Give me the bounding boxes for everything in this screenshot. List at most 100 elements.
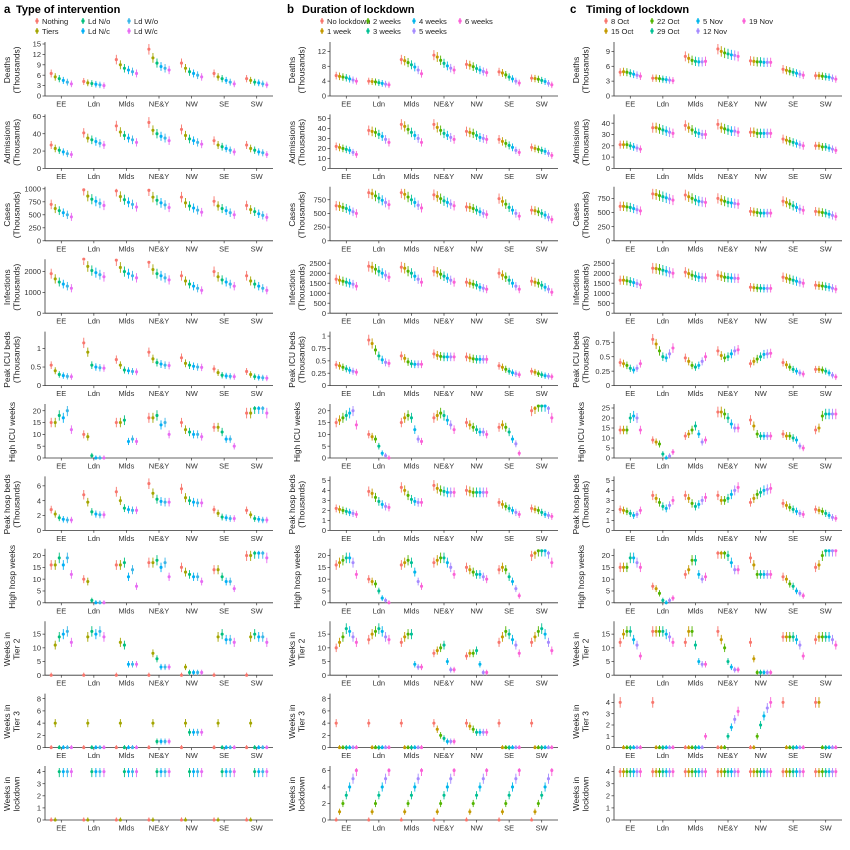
data-point bbox=[69, 746, 73, 750]
y-axis-label: Weeks inTier 2 bbox=[287, 632, 307, 667]
data-point bbox=[98, 366, 102, 370]
x-tick-label: EE bbox=[341, 751, 351, 760]
x-tick-label: Mlds bbox=[688, 679, 704, 688]
data-point bbox=[344, 147, 348, 151]
y-axis-label-line: (Thousands) bbox=[12, 481, 22, 528]
data-point bbox=[228, 770, 232, 774]
data-point bbox=[232, 150, 236, 154]
data-point bbox=[723, 275, 727, 279]
data-point bbox=[192, 730, 196, 734]
y-tick-label: 0 bbox=[37, 671, 41, 680]
data-point bbox=[435, 194, 439, 199]
data-point bbox=[151, 561, 155, 565]
data-point bbox=[452, 204, 456, 208]
data-point bbox=[657, 349, 662, 353]
legend-key-a-3 bbox=[81, 28, 85, 34]
data-point bbox=[449, 278, 453, 282]
data-point bbox=[114, 124, 118, 128]
panel-title-a: Type of intervention bbox=[16, 4, 121, 16]
legend-dot-b-4 bbox=[412, 19, 416, 23]
x-tick-label: NW bbox=[185, 534, 198, 543]
data-point bbox=[788, 139, 792, 143]
data-point bbox=[367, 79, 371, 83]
data-point bbox=[449, 355, 453, 359]
x-tick-label: Mlds bbox=[404, 244, 420, 253]
data-point bbox=[500, 71, 504, 75]
data-point bbox=[748, 746, 753, 750]
data-point bbox=[445, 659, 449, 664]
legend-key-b-4 bbox=[412, 18, 416, 24]
x-tick-label: SW bbox=[251, 534, 264, 543]
data-point bbox=[419, 439, 424, 444]
data-point bbox=[794, 438, 799, 442]
data-point bbox=[380, 358, 384, 362]
data-point bbox=[625, 509, 629, 513]
data-point bbox=[500, 635, 504, 639]
data-point bbox=[167, 665, 171, 669]
data-point bbox=[155, 61, 159, 65]
y-tick-label: 250 bbox=[597, 222, 610, 231]
data-point bbox=[517, 373, 521, 377]
data-point bbox=[245, 746, 249, 750]
data-point bbox=[86, 194, 90, 198]
data-point bbox=[406, 413, 410, 418]
data-point bbox=[245, 411, 249, 415]
data-point bbox=[384, 137, 388, 141]
data-point bbox=[249, 146, 253, 151]
data-point bbox=[798, 72, 802, 76]
legend-dot-b-5 bbox=[412, 29, 416, 33]
legend-label-b-3: 3 weeks bbox=[373, 27, 401, 36]
y-tick-label: 5 bbox=[606, 657, 610, 666]
data-point bbox=[664, 770, 668, 774]
data-point bbox=[622, 632, 626, 636]
data-point bbox=[798, 143, 802, 147]
x-tick-label: SW bbox=[536, 172, 549, 181]
data-point bbox=[253, 148, 257, 152]
data-point bbox=[543, 404, 547, 408]
data-point bbox=[192, 770, 196, 774]
data-point bbox=[249, 208, 253, 212]
y-axis-label-line: (Thousands) bbox=[581, 119, 591, 166]
y-tick-label: 15 bbox=[33, 563, 41, 572]
data-point bbox=[367, 338, 371, 342]
data-point bbox=[723, 199, 727, 203]
data-point bbox=[703, 59, 708, 63]
data-point bbox=[445, 561, 449, 565]
data-point bbox=[338, 418, 342, 422]
y-axis-label-line: Tier 3 bbox=[581, 711, 591, 732]
y-tick-label: 4 bbox=[37, 767, 41, 776]
y-axis-label-line: (Thousands) bbox=[12, 46, 22, 93]
data-point bbox=[781, 432, 785, 436]
x-tick-label: NW bbox=[470, 824, 483, 833]
y-tick-label: 0 bbox=[322, 743, 326, 752]
legend-dot-c-1 bbox=[604, 29, 608, 33]
x-tick-label: NE&Y bbox=[718, 244, 738, 253]
data-point bbox=[834, 516, 838, 520]
x-tick-label: SE bbox=[504, 389, 514, 398]
data-point bbox=[220, 575, 224, 579]
data-point bbox=[759, 434, 763, 438]
data-point bbox=[635, 282, 639, 286]
data-point bbox=[827, 770, 831, 774]
data-point bbox=[167, 68, 171, 72]
y-tick-label: 30 bbox=[602, 130, 610, 139]
data-point bbox=[155, 132, 159, 136]
data-point bbox=[784, 635, 788, 639]
x-tick-label: NE&Y bbox=[434, 462, 454, 471]
data-point bbox=[261, 376, 265, 380]
data-point bbox=[348, 629, 352, 633]
data-point bbox=[377, 627, 381, 631]
data-point bbox=[497, 721, 501, 725]
data-point bbox=[435, 486, 439, 490]
y-tick-label: 20 bbox=[318, 551, 326, 560]
data-point bbox=[719, 274, 723, 278]
data-point bbox=[733, 668, 737, 672]
legend-dot-b-2 bbox=[366, 19, 370, 23]
data-point bbox=[550, 83, 554, 87]
data-point bbox=[769, 572, 773, 576]
data-point bbox=[748, 500, 753, 504]
legend-key-a-4 bbox=[127, 18, 131, 24]
data-point bbox=[220, 207, 224, 211]
y-axis-label-line: Weeks in bbox=[2, 632, 12, 667]
data-point bbox=[657, 267, 662, 271]
